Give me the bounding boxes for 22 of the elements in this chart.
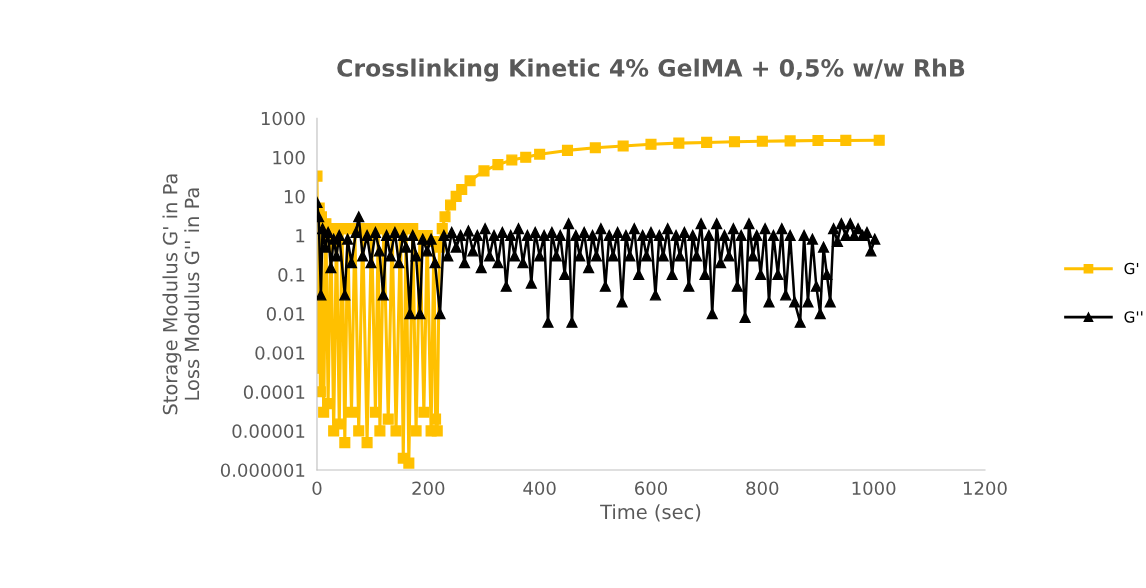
x-tick-label: 800 [746,481,779,496]
y-tick-label: 0.00001 [232,424,305,439]
y-axis-title: Storage Modulus G' in Pa Loss Modulus G'' in Pa [162,174,200,415]
legend-label: G'' [1124,311,1143,323]
x-tick-label: 200 [412,481,445,496]
y-tick-label: 1000 [261,111,305,126]
x-tick-label: 0 [312,481,322,496]
y-tick-label: 10 [284,189,305,204]
y-tick-label: 0.000001 [220,463,305,478]
x-tick-label: 1200 [963,481,1007,496]
y-tick-label: 100 [273,150,305,165]
y-tick-label: 1 [296,229,305,243]
y-tick-label: 0.01 [266,307,305,321]
chart-title: Crosslinking Kinetic 4% GelMA + 0,5% w/w RhB [337,58,965,82]
legend-label: G' [1124,262,1139,275]
y-tick-label: 0.0001 [243,385,305,399]
y-tick-label: 0.001 [255,346,305,360]
x-axis-title: Time (sec) [600,504,701,522]
x-tick-label: 1000 [852,481,896,496]
x-tick-label: 400 [523,481,556,496]
y-tick-label: 0.1 [278,268,305,282]
x-tick-label: 600 [635,481,668,496]
